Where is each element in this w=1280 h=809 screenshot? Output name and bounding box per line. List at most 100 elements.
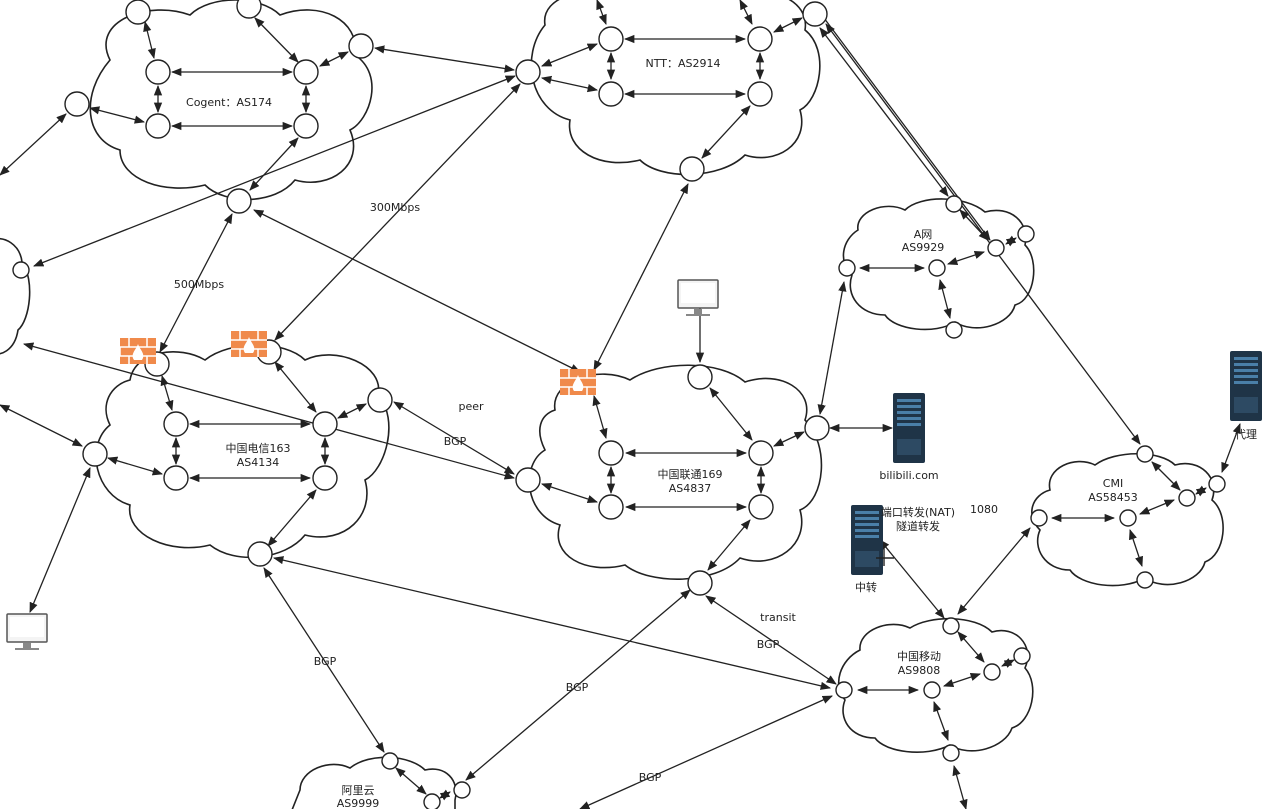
router-node bbox=[312, 465, 338, 491]
router-node bbox=[247, 541, 273, 567]
router-node bbox=[748, 494, 774, 520]
router-node bbox=[145, 113, 171, 139]
router-node bbox=[945, 195, 963, 213]
router-node bbox=[748, 440, 774, 466]
edge bbox=[817, 280, 847, 416]
router-node bbox=[236, 0, 262, 19]
edge bbox=[1151, 461, 1181, 491]
edge bbox=[254, 17, 299, 63]
cloud-left-partial bbox=[0, 238, 31, 355]
edge bbox=[952, 764, 968, 809]
firewall-icon bbox=[119, 338, 156, 364]
edge bbox=[593, 183, 689, 371]
edge bbox=[1139, 499, 1175, 515]
edge bbox=[947, 251, 985, 265]
relay-desc-nat: 端口转发(NAT) bbox=[881, 505, 955, 519]
bandwidth-label: 500Mbps bbox=[174, 278, 224, 291]
router-node bbox=[983, 663, 1001, 681]
router-node bbox=[598, 81, 624, 107]
edge bbox=[1001, 658, 1015, 668]
link-label-bgp: BGP bbox=[314, 655, 337, 668]
link-label-bgp: BGP bbox=[444, 435, 467, 448]
router-node bbox=[945, 321, 963, 339]
edge bbox=[943, 673, 981, 687]
router-node bbox=[598, 494, 624, 520]
router-node bbox=[942, 617, 960, 635]
router-node bbox=[598, 26, 624, 52]
router-node bbox=[82, 441, 108, 467]
cloud-label-anet-2: AS9929 bbox=[902, 241, 945, 254]
edge bbox=[701, 105, 751, 159]
router-node bbox=[747, 81, 773, 107]
monitor-icon bbox=[6, 613, 48, 650]
router-node bbox=[838, 259, 856, 277]
router-node bbox=[747, 26, 773, 52]
router-node bbox=[942, 744, 960, 762]
server-icon bbox=[851, 505, 883, 575]
cloud-label-unicom-1: 中国联通169 bbox=[658, 468, 723, 481]
edge bbox=[0, 404, 83, 447]
router-node bbox=[423, 793, 441, 809]
router-node bbox=[687, 364, 713, 390]
router-node bbox=[1136, 571, 1154, 589]
edge bbox=[439, 789, 451, 801]
router-node bbox=[312, 411, 338, 437]
edge bbox=[143, 20, 156, 60]
edge bbox=[541, 43, 598, 67]
cloud-label-anet-1: A网 bbox=[914, 228, 933, 241]
edge bbox=[395, 767, 427, 795]
link-label-bgp: BGP bbox=[639, 771, 662, 784]
cloud-label-cogent: Cogent：AS174 bbox=[186, 96, 272, 109]
link-label-bgp: BGP bbox=[566, 681, 589, 694]
edge bbox=[1195, 485, 1207, 497]
edge bbox=[253, 209, 581, 373]
cloud-label-unicom-2: AS4837 bbox=[669, 482, 712, 495]
edge bbox=[705, 595, 837, 685]
edge bbox=[263, 567, 385, 753]
edge bbox=[739, 0, 753, 25]
edge bbox=[1005, 235, 1017, 247]
router-node bbox=[835, 681, 853, 699]
edge bbox=[1221, 423, 1241, 473]
cloud-ntt bbox=[530, 0, 821, 176]
router-node bbox=[1136, 445, 1154, 463]
edge bbox=[596, 0, 607, 25]
cloud-label-telecom-1: 中国电信163 bbox=[226, 442, 291, 455]
router-node bbox=[687, 570, 713, 596]
edge bbox=[0, 113, 67, 176]
router-node bbox=[515, 59, 541, 85]
router-node bbox=[804, 415, 830, 441]
firewall-icon bbox=[560, 369, 596, 395]
edge bbox=[938, 278, 952, 320]
router-node bbox=[1017, 225, 1035, 243]
bilibili-label: bilibili.com bbox=[879, 469, 938, 482]
edge bbox=[159, 213, 233, 353]
router-node bbox=[163, 465, 189, 491]
cloud-label-aliyun-1: 阿里云 bbox=[342, 784, 375, 797]
relay-desc-tunnel: 隧道转发 bbox=[896, 519, 940, 533]
cloud-label-cmi-1: CMI bbox=[1103, 477, 1123, 490]
router-node bbox=[145, 59, 171, 85]
cloud-label-telecom-2: AS4134 bbox=[237, 456, 280, 469]
router-node bbox=[125, 0, 151, 25]
cloud-label-mobile-2: AS9808 bbox=[898, 664, 941, 677]
edge bbox=[373, 45, 516, 73]
router-node bbox=[987, 239, 1005, 257]
server-icon bbox=[893, 393, 925, 463]
edge bbox=[957, 527, 1031, 615]
edge bbox=[933, 701, 949, 741]
edge bbox=[465, 589, 691, 781]
edge bbox=[579, 695, 833, 809]
router-node bbox=[515, 467, 541, 493]
edge bbox=[957, 631, 985, 663]
link-label-transit: transit bbox=[760, 611, 796, 624]
router-node bbox=[453, 781, 471, 799]
edge bbox=[592, 395, 608, 439]
cloud-label-ntt: NTT：AS2914 bbox=[646, 57, 721, 70]
router-node bbox=[293, 59, 319, 85]
link-label-bgp: BGP bbox=[757, 638, 780, 651]
router-node bbox=[163, 411, 189, 437]
port-label: 1080 bbox=[970, 503, 998, 516]
router-node bbox=[923, 681, 941, 699]
